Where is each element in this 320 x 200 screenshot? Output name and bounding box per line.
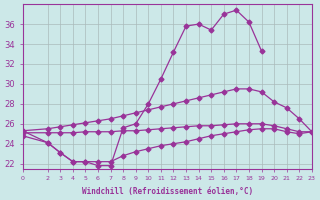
X-axis label: Windchill (Refroidissement éolien,°C): Windchill (Refroidissement éolien,°C): [82, 187, 253, 196]
